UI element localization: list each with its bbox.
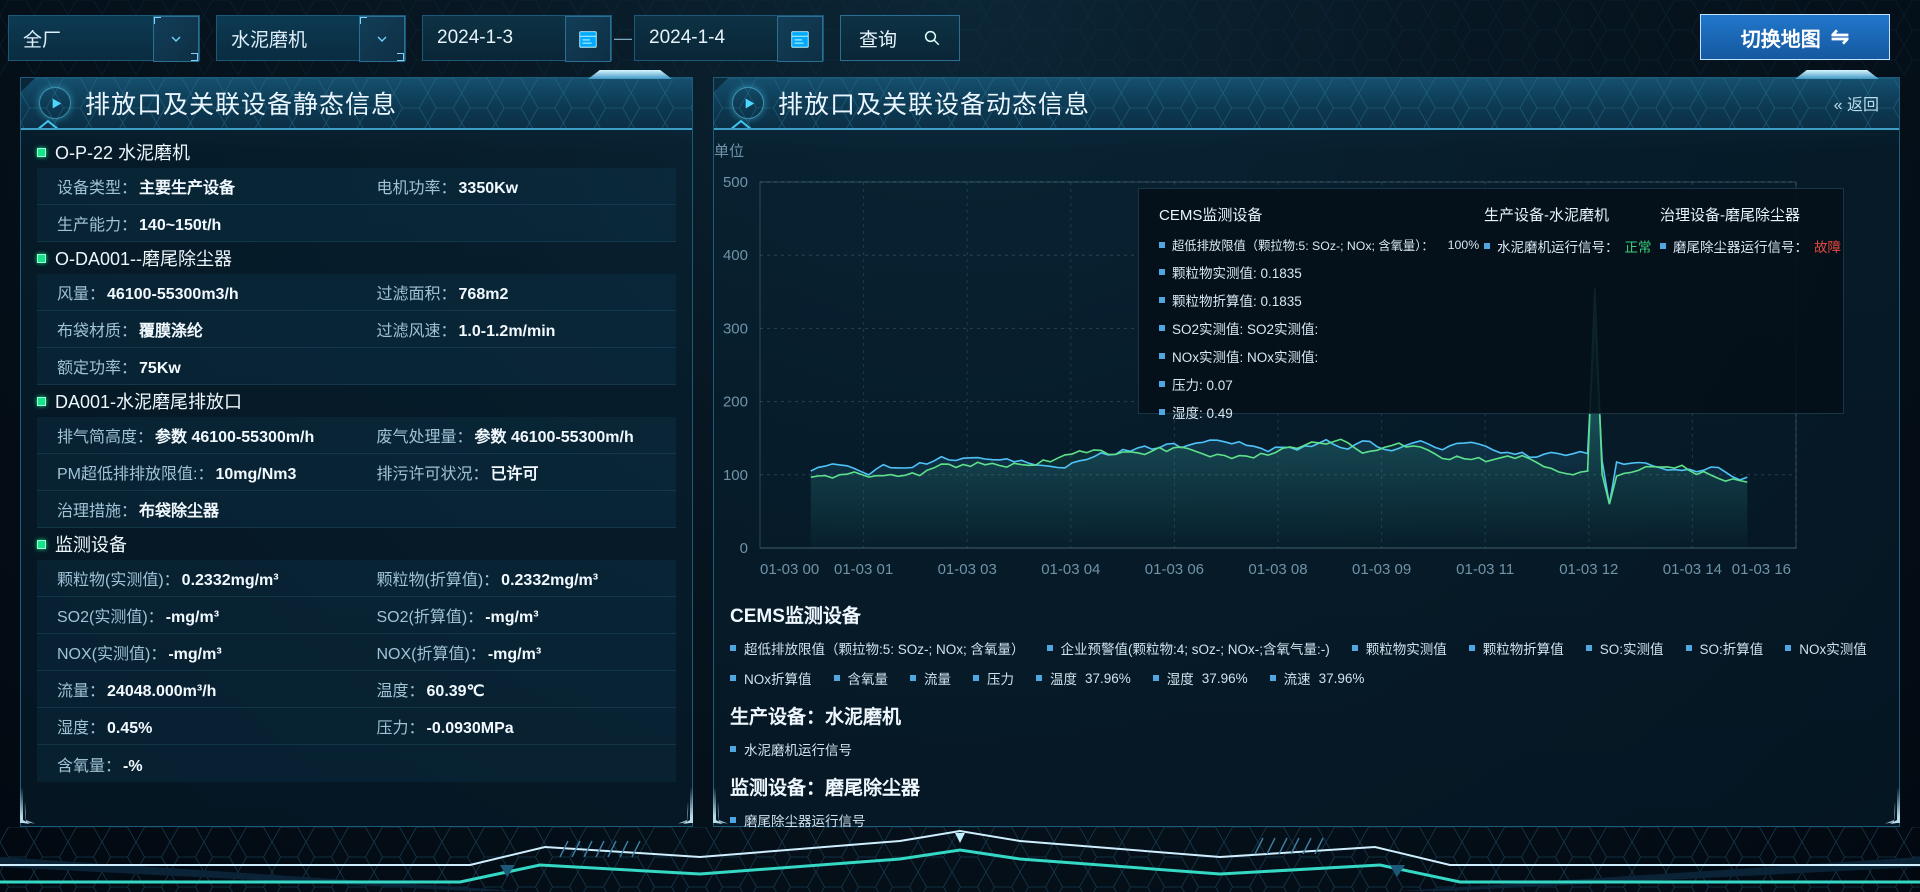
svg-text:01-03 01: 01-03 01 [834,561,893,578]
svg-text:01-03 08: 01-03 08 [1248,561,1307,578]
svg-text:500: 500 [723,174,748,191]
svg-text:01-03 00: 01-03 00 [760,561,819,578]
svg-text:01-03 14: 01-03 14 [1663,561,1722,578]
svg-text:01-03 06: 01-03 06 [1145,561,1204,578]
svg-text:200: 200 [723,394,748,411]
svg-text:01-03 11: 01-03 11 [1456,561,1514,578]
svg-text:01-03 03: 01-03 03 [938,561,997,578]
svg-text:400: 400 [723,247,748,264]
svg-text:01-03 16: 01-03 16 [1732,561,1791,578]
svg-text:300: 300 [723,320,748,337]
svg-text:01-03 09: 01-03 09 [1352,561,1411,578]
svg-text:100: 100 [723,467,748,484]
svg-text:0: 0 [740,540,748,557]
svg-text:01-03 12: 01-03 12 [1559,561,1618,578]
svg-text:01-03 04: 01-03 04 [1041,561,1100,578]
